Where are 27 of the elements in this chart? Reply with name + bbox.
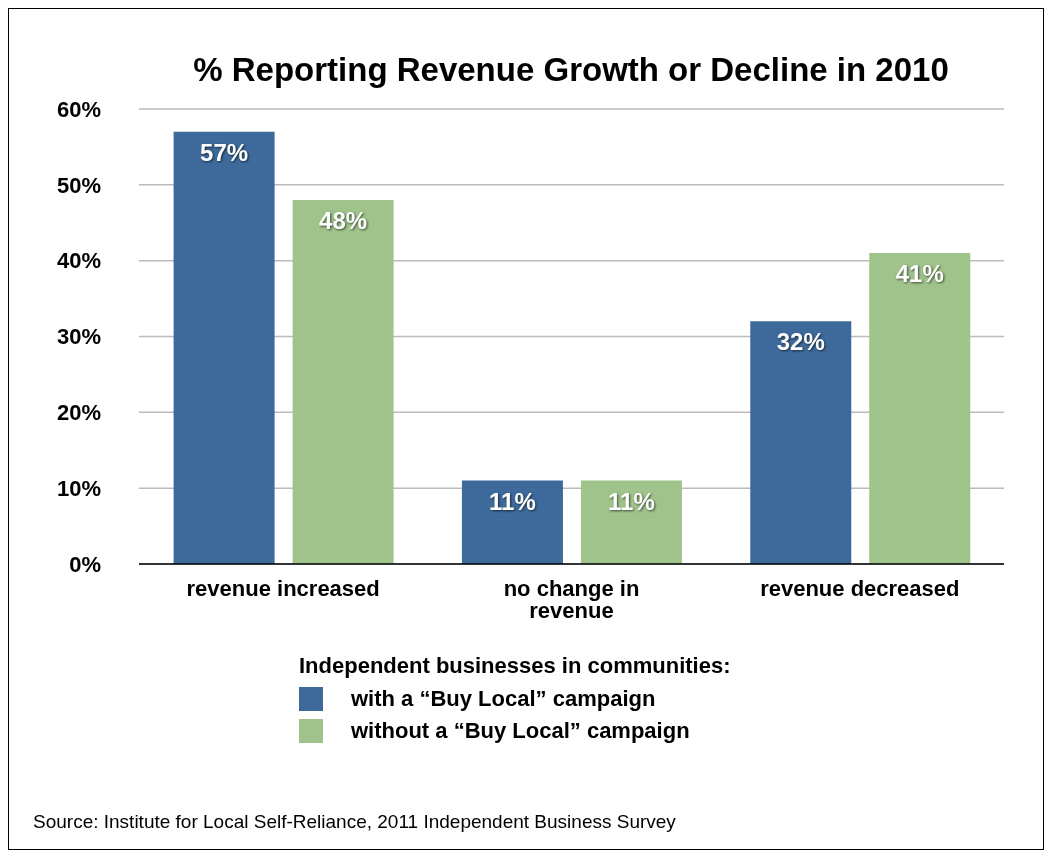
- chart-title: % Reporting Revenue Growth or Decline in 2010: [192, 51, 950, 89]
- data-label: 48%: [319, 207, 368, 235]
- legend-label: with a “Buy Local” campaign: [351, 686, 656, 712]
- y-tick-label: 60%: [56, 96, 101, 122]
- y-tick-label: 50%: [56, 172, 101, 198]
- y-tick-label: 20%: [56, 400, 101, 426]
- x-tick-label: no change in revenue: [503, 575, 640, 623]
- data-label: 41%: [895, 260, 944, 288]
- bar: [173, 131, 275, 564]
- y-tick-label: 0%: [69, 551, 101, 577]
- legend-title: Independent businesses in communities:: [299, 653, 731, 679]
- x-tick-label: revenue increased: [186, 575, 380, 601]
- data-label: 11%: [608, 487, 655, 515]
- y-tick-label: 30%: [56, 324, 101, 350]
- bar: [750, 321, 852, 564]
- x-tick-label: revenue decreased: [760, 575, 960, 601]
- legend-label: without a “Buy Local” campaign: [351, 718, 690, 744]
- source-note: Source: Institute for Local Self-Reliance, 2011 Independent Business Survey: [33, 811, 676, 833]
- y-tick-label: 40%: [56, 248, 101, 274]
- y-tick-label: 10%: [56, 475, 101, 501]
- bar: [869, 253, 971, 564]
- bar: [580, 480, 682, 564]
- data-label: 11%: [489, 487, 536, 515]
- bar: [461, 480, 563, 564]
- data-label: 57%: [200, 138, 249, 166]
- data-label: 32%: [776, 328, 825, 356]
- bar: [292, 200, 394, 564]
